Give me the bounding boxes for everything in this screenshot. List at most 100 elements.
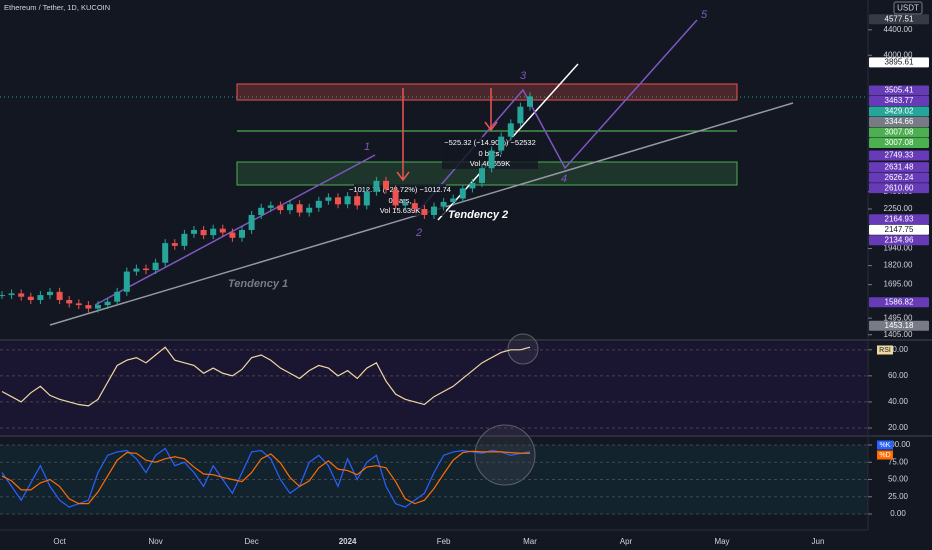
candle — [248, 214, 255, 230]
candle — [498, 136, 505, 151]
price-tag — [869, 214, 929, 225]
candle — [229, 232, 236, 238]
tendency-label: Tendency 1 — [228, 278, 288, 290]
candle — [277, 205, 284, 211]
price-tag — [869, 14, 929, 25]
candle — [143, 268, 149, 271]
legend-tag — [877, 450, 893, 460]
price-tag-label: 3344.66 — [885, 117, 914, 126]
measure-text: 0 bars, — [389, 196, 412, 205]
candle — [267, 205, 274, 208]
price-tag-label: 2134.96 — [885, 235, 914, 244]
candle — [239, 229, 245, 238]
wave-label: 5 — [701, 9, 708, 21]
candle — [181, 233, 188, 246]
price-tag — [869, 57, 929, 68]
candle — [258, 207, 265, 215]
x-tick-label: Mar — [523, 537, 537, 546]
candle — [0, 295, 5, 297]
candle — [219, 228, 226, 233]
candle — [296, 204, 303, 213]
candle — [162, 243, 169, 263]
y-tick-label: 40.00 — [888, 397, 909, 406]
candle — [210, 228, 217, 236]
candle — [95, 305, 101, 309]
price-tag — [869, 117, 929, 128]
price-tag-label: 2147.75 — [885, 225, 914, 234]
price-tag — [869, 85, 929, 96]
candle — [469, 182, 476, 189]
candle — [75, 303, 82, 306]
y-tick-label: 1405.00 — [884, 330, 913, 339]
candle — [114, 291, 121, 302]
x-tick-label: Feb — [437, 537, 451, 546]
candle — [402, 203, 409, 206]
y-tick-label: 20.00 — [888, 423, 909, 432]
price-tag-label: 4577.51 — [885, 14, 914, 23]
candle — [383, 180, 389, 190]
wave-label: 1 — [364, 141, 370, 153]
y-tick-label: 1495.00 — [884, 313, 913, 322]
price-tag — [869, 96, 929, 107]
y-tick-label: 60.00 — [888, 371, 909, 380]
indicator-line — [1, 346, 531, 407]
y-tick-label: 2250.00 — [884, 204, 913, 213]
candle — [421, 208, 428, 215]
legend-tag — [877, 345, 893, 355]
candle — [85, 305, 92, 309]
x-tick-label: 2024 — [339, 537, 357, 546]
candle — [517, 106, 524, 124]
x-tick-label: Dec — [244, 537, 258, 546]
legend-tag — [877, 440, 893, 450]
candle — [325, 197, 332, 201]
header-title: Ethereum / Tether, 1D, KUCOIN — [4, 3, 110, 12]
price-tag-label: 1586.82 — [885, 297, 914, 306]
wave-label: 2 — [415, 227, 422, 239]
y-tick-label: 1820.00 — [884, 261, 913, 270]
price-tag — [869, 138, 929, 149]
candle — [411, 203, 418, 209]
wave-label: 4 — [561, 173, 567, 185]
y-tick-label: 0.00 — [890, 509, 906, 518]
price-tag-label: 2631.48 — [885, 162, 914, 171]
legend-label: %K — [880, 442, 891, 449]
candle — [104, 301, 111, 306]
measure-text: Vol 15.639K — [380, 206, 420, 215]
price-tag-label: 2610.60 — [885, 183, 914, 192]
price-tag-label: 2749.33 — [885, 151, 914, 160]
currency-button[interactable] — [893, 1, 923, 15]
resistance-zone — [236, 83, 738, 101]
candle — [171, 243, 178, 246]
candle — [373, 180, 380, 192]
candle — [527, 96, 533, 107]
candle — [47, 291, 53, 296]
x-tick-label: May — [714, 537, 729, 546]
y-tick-label: 25.00 — [888, 492, 909, 501]
candle — [56, 291, 63, 301]
y-tick-label: 80.00 — [888, 345, 909, 354]
y-tick-label: 4400.00 — [884, 25, 913, 34]
y-tick-label: 50.00 — [888, 475, 909, 484]
x-tick-label: Nov — [148, 537, 162, 546]
price-tag-label: 2626.24 — [885, 173, 914, 182]
measure-text: −525.32 (−14.90%) −52532 — [444, 138, 536, 147]
highlight-circle — [474, 424, 536, 486]
price-tag-label: 2164.93 — [885, 214, 914, 223]
price-tag — [869, 235, 929, 246]
price-tag-label: 3429.02 — [885, 107, 914, 116]
tendency-label: Tendency 2 — [448, 209, 508, 221]
candle — [392, 189, 399, 206]
y-tick-label: 1695.00 — [884, 280, 913, 289]
price-tag-label: 3007.08 — [885, 128, 914, 137]
candle — [488, 150, 495, 169]
candle — [363, 191, 370, 206]
price-tag-label: 3505.41 — [885, 86, 914, 95]
currency[interactable]: USDT — [897, 4, 919, 13]
candle — [344, 196, 351, 205]
rsi-pane — [0, 342, 868, 435]
candle — [479, 168, 485, 183]
candle — [507, 123, 514, 137]
candle — [152, 262, 159, 271]
indicator-line — [1, 447, 531, 508]
